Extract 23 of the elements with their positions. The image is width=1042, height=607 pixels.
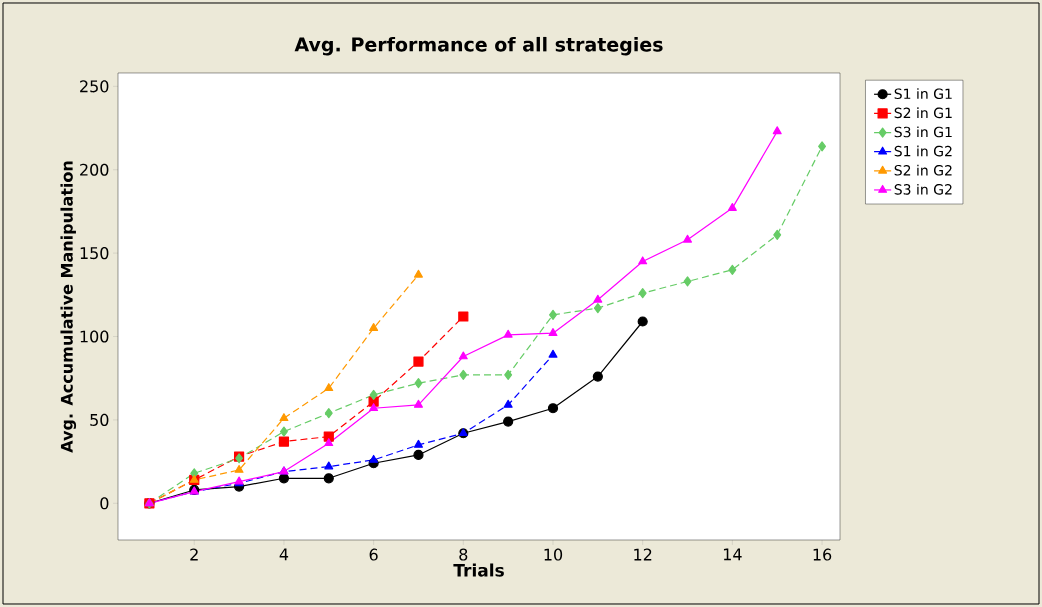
y-tick-label: 100	[80, 330, 109, 343]
legend-label: S3 in G2	[894, 183, 952, 195]
x-tick-label: 8	[459, 548, 468, 561]
x-tick-label: 4	[279, 548, 289, 561]
y-tick-label: 0	[100, 497, 109, 510]
chart-title: Avg. Performance of all strategies	[294, 36, 663, 56]
y-tick-label: 200	[80, 163, 109, 176]
legend-label: S2 in G2	[894, 164, 952, 176]
y-tick-label: 150	[80, 247, 109, 260]
y-tick-label: 50	[90, 413, 109, 426]
x-tick-label: 6	[369, 548, 378, 561]
y-tick-label: 250	[80, 80, 109, 93]
legend-label: S1 in G1	[894, 88, 952, 100]
legend-label: S1 in G2	[894, 145, 952, 157]
legend-label: S3 in G1	[894, 126, 952, 138]
x-tick-label: 14	[723, 548, 742, 561]
x-tick-label: 10	[544, 548, 563, 561]
y-axis-title: Avg. Accumulative Manipulation	[60, 161, 77, 453]
legend-label: S2 in G1	[894, 107, 952, 119]
x-tick-label: 2	[190, 548, 198, 561]
x-tick-label: 12	[634, 548, 652, 561]
x-tick-label: 16	[813, 548, 832, 561]
x-axis-title: Trials	[453, 563, 504, 577]
